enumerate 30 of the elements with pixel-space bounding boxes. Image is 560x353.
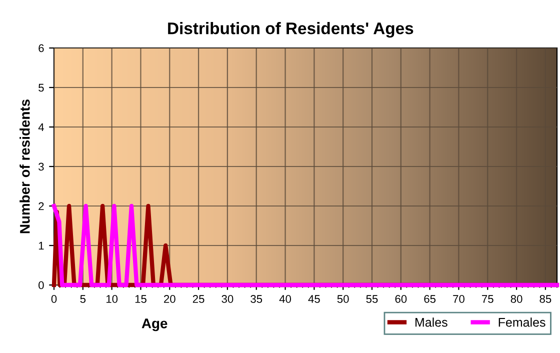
x-axis-title: Age xyxy=(142,318,168,332)
x-tick-label: 55 xyxy=(366,295,378,303)
x-tick-label: 65 xyxy=(424,295,436,303)
x-tick-label: 45 xyxy=(308,295,320,303)
chart-title: Distribution of Residents' Ages xyxy=(168,22,414,38)
x-tick-label: 80 xyxy=(510,295,522,303)
legend-label: Males xyxy=(416,318,448,327)
x-tick-label: 40 xyxy=(279,295,292,303)
y-tick-label: 2 xyxy=(38,202,44,210)
y-tick-label: 0 xyxy=(38,281,44,290)
x-tick-label: 30 xyxy=(222,295,234,303)
x-tick-label: 20 xyxy=(164,295,176,303)
x-tick-label: 5 xyxy=(80,295,86,303)
x-tick-label: 10 xyxy=(106,295,118,303)
legend-label: Females xyxy=(498,318,546,327)
y-tick-label: 1 xyxy=(38,242,44,250)
y-tick-label: 4 xyxy=(38,123,44,132)
x-tick-label: 0 xyxy=(51,295,57,303)
x-tick-label: 75 xyxy=(482,295,494,303)
y-tick-label: 3 xyxy=(38,162,44,171)
y-tick-label: 5 xyxy=(38,84,44,92)
x-tick-label: 70 xyxy=(453,295,464,303)
x-tick-label: 85 xyxy=(540,295,552,303)
y-tick-label: 6 xyxy=(38,44,44,52)
y-axis-title: Number of residents xyxy=(20,100,30,234)
x-tick-label: 60 xyxy=(395,295,407,303)
x-tick-label: 35 xyxy=(250,295,262,303)
x-tick-label: 25 xyxy=(192,295,204,303)
x-tick-label: 50 xyxy=(337,295,349,303)
x-tick-label: 15 xyxy=(135,295,146,303)
